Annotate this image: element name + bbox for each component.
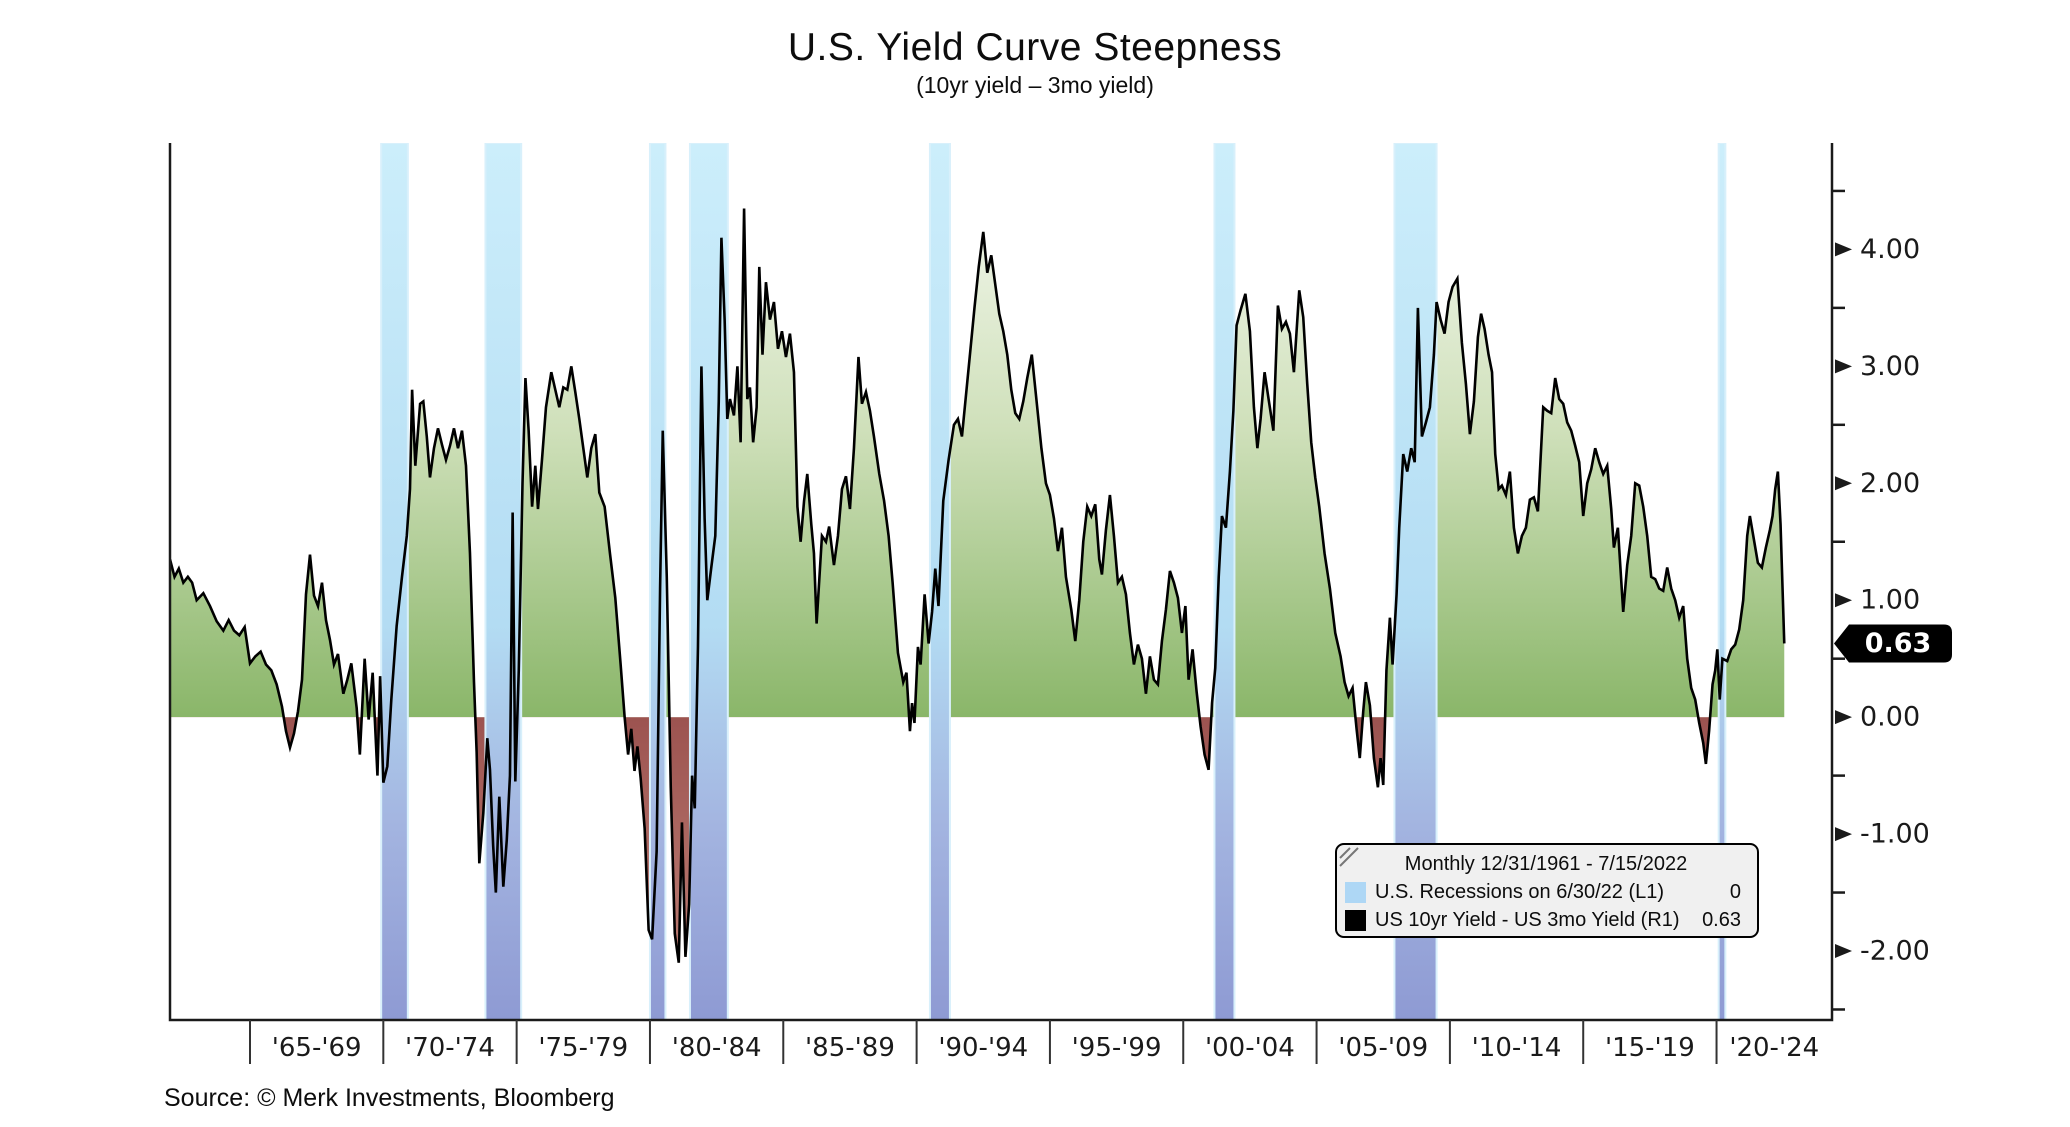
x-tick-label: '80-'84 (672, 1033, 762, 1063)
legend-item-label: U.S. Recessions on 6/30/22 (L1) (1375, 881, 1665, 903)
chart-legend: Monthly 12/31/1961 - 7/15/2022 U.S. Rece… (1335, 843, 1759, 938)
legend-item-recessions: U.S. Recessions on 6/30/22 (L1) 0 (1345, 878, 1747, 906)
series-line (170, 208, 1786, 963)
x-tick-label: '70-'74 (405, 1033, 495, 1063)
y-tick-arrow-icon (1835, 944, 1852, 959)
x-tick-label: '05-'09 (1338, 1033, 1428, 1063)
y-tick-label: 1.00 (1860, 585, 1920, 616)
last-value-tag (1834, 624, 1952, 663)
x-tick-label: '75-'79 (538, 1033, 628, 1063)
x-tick-label: '85-'89 (805, 1033, 895, 1063)
recession-band (484, 143, 523, 1020)
y-tick-label: 0.00 (1860, 702, 1920, 733)
recession-swatch-icon (1345, 881, 1366, 903)
y-tick-label: -2.00 (1860, 936, 1930, 967)
y-tick-arrow-icon (1835, 242, 1852, 257)
source-text: Source: © Merk Investments, Bloomberg (164, 1084, 615, 1112)
x-tick-label: '00-'04 (1205, 1033, 1295, 1063)
y-axis: -2.00 -1.00 0.00 1.00 2.00 3.00 4.00 0.63 (1832, 189, 1952, 1011)
y-tick-label: -1.00 (1860, 819, 1930, 850)
series-area-positive (170, 208, 1785, 718)
legend-grip-icon (1339, 847, 1359, 867)
last-value-label: 0.63 (1865, 628, 1932, 659)
x-axis: '65-'69 '70-'74 '75-'79 '80-'84 '85-'89 '90-'… (248, 1020, 1819, 1064)
legend-item-value: 0.63 (1702, 909, 1741, 931)
recession-band (1213, 143, 1236, 1020)
legend-item-value: 0 (1729, 881, 1741, 903)
x-tick-label: '20-'24 (1729, 1033, 1819, 1063)
recession-band (1717, 143, 1727, 1020)
y-tick-label: 4.00 (1860, 234, 1920, 265)
series-swatch-icon (1345, 909, 1366, 931)
page-title: U.S. Yield Curve Steepness (787, 26, 1283, 69)
y-tick-arrow-icon (1835, 476, 1852, 491)
y-tick-arrow-icon (1835, 827, 1852, 842)
x-tick-label: '95-'99 (1072, 1033, 1162, 1063)
y-tick-arrow-icon (1835, 593, 1852, 608)
recession-band (648, 143, 667, 1020)
y-tick-arrow-icon (1835, 710, 1852, 725)
y-tick-label: 2.00 (1860, 468, 1920, 499)
recession-band (380, 143, 409, 1020)
axis-frame (168, 143, 1834, 1022)
legend-item-label: US 10yr Yield - US 3mo Yield (R1) (1375, 909, 1680, 931)
y-tick-arrow-icon (1835, 359, 1852, 374)
x-tick-label: '15-'19 (1605, 1033, 1695, 1063)
x-tick-label: '10-'14 (1472, 1033, 1562, 1063)
plot-area (170, 143, 1786, 1020)
y-tick-label: 3.00 (1860, 351, 1920, 382)
legend-header: Monthly 12/31/1961 - 7/15/2022 (1404, 853, 1688, 875)
legend-item-spread: US 10yr Yield - US 3mo Yield (R1) 0.63 (1345, 906, 1747, 934)
page-subtitle: (10yr yield – 3mo yield) (916, 72, 1154, 98)
x-tick-label: '65-'69 (272, 1033, 362, 1063)
x-tick-label: '90-'94 (938, 1033, 1028, 1063)
